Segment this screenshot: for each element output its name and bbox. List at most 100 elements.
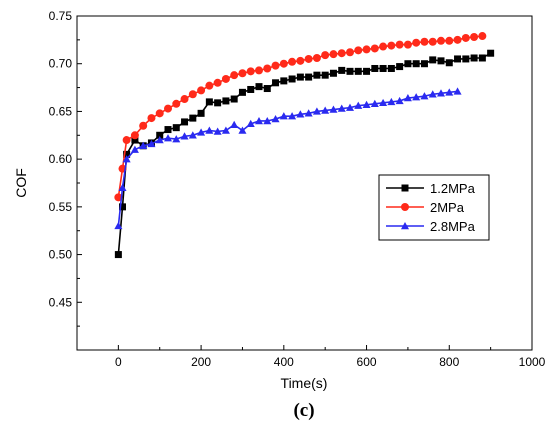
data-point — [230, 95, 238, 103]
series-1.2MPa — [114, 49, 495, 259]
data-point — [345, 103, 355, 111]
data-point — [238, 88, 246, 96]
data-point — [370, 99, 379, 108]
data-point — [288, 57, 297, 66]
data-point — [400, 221, 410, 230]
data-point — [346, 48, 354, 57]
data-point — [155, 109, 164, 118]
data-point — [255, 66, 263, 75]
data-point — [321, 71, 329, 79]
data-point — [387, 97, 396, 106]
data-point — [213, 78, 222, 87]
data-point — [221, 126, 230, 134]
y-tick-label: 0.60 — [49, 152, 73, 166]
data-point — [428, 37, 437, 46]
data-point — [453, 87, 462, 95]
data-point — [329, 69, 337, 77]
data-point — [403, 40, 412, 49]
x-axis-ticks: 0 200 400 600 800 1000 — [76, 345, 546, 369]
data-point — [387, 64, 395, 72]
data-point — [147, 114, 156, 123]
data-point — [172, 135, 181, 143]
data-point — [337, 104, 346, 112]
data-point — [114, 251, 122, 259]
x-tick-label: 600 — [357, 355, 377, 369]
data-point — [412, 93, 421, 101]
data-point — [362, 100, 371, 108]
data-point — [246, 119, 255, 128]
data-point — [263, 116, 272, 125]
y-axis-ticks: 0.45 0.50 0.55 0.60 0.65 0.70 0.75 — [49, 9, 82, 327]
data-point — [123, 150, 131, 158]
data-point — [321, 106, 330, 114]
data-point — [263, 85, 271, 93]
legend-label: 2MPa — [430, 200, 465, 215]
data-point — [401, 203, 409, 211]
y-tick-label: 0.65 — [49, 104, 73, 118]
data-point — [420, 92, 429, 100]
data-point — [437, 36, 445, 45]
data-point — [478, 54, 486, 62]
y-tick-label: 0.55 — [49, 200, 73, 214]
data-point — [205, 126, 214, 134]
data-point — [296, 73, 304, 81]
data-point — [428, 90, 437, 98]
data-point — [180, 95, 189, 104]
data-point — [263, 64, 272, 73]
x-tick-label: 200 — [191, 355, 211, 369]
data-point — [312, 53, 321, 62]
data-point — [404, 60, 412, 68]
data-point — [164, 104, 172, 113]
data-point — [329, 105, 338, 113]
data-point — [238, 126, 247, 134]
data-point — [401, 184, 409, 192]
legend-label: 2.8MPa — [430, 219, 476, 234]
data-point — [230, 120, 239, 129]
data-point — [346, 67, 354, 75]
data-point — [238, 69, 247, 78]
data-point — [255, 83, 263, 91]
data-point — [197, 109, 205, 117]
x-tick-label: 0 — [115, 355, 122, 369]
data-point — [119, 203, 126, 211]
x-tick-label: 800 — [439, 355, 459, 369]
data-point — [462, 55, 470, 63]
data-point — [271, 115, 280, 123]
data-point — [296, 110, 305, 118]
data-point — [470, 32, 479, 41]
data-point — [214, 99, 222, 107]
data-point — [122, 155, 131, 163]
data-point — [363, 67, 371, 75]
data-point — [254, 116, 264, 125]
data-point — [205, 98, 213, 106]
data-point — [454, 55, 462, 63]
y-tick-label: 0.75 — [49, 9, 73, 23]
legend-label: 1.2MPa — [430, 181, 476, 196]
data-point — [247, 85, 255, 93]
data-point — [453, 35, 462, 44]
data-point — [371, 64, 379, 72]
legend: 1.2MPa 2MPa 2.8MPa — [378, 174, 490, 241]
y-tick-label: 0.45 — [49, 295, 73, 309]
data-point — [288, 112, 297, 120]
series-2.8MPa — [114, 87, 462, 230]
data-point — [379, 42, 388, 51]
data-point — [172, 124, 180, 132]
data-point — [130, 131, 139, 140]
series-2MPa — [114, 32, 487, 202]
data-point — [118, 183, 127, 191]
data-point — [354, 46, 363, 55]
data-point — [272, 79, 280, 87]
data-point — [437, 57, 445, 65]
data-point — [420, 37, 429, 46]
data-point — [354, 101, 363, 109]
data-point — [304, 54, 313, 63]
data-point — [172, 99, 181, 108]
data-point — [221, 74, 230, 83]
data-point — [139, 121, 148, 130]
data-point — [387, 41, 396, 50]
figure-caption: (c) — [293, 400, 314, 421]
data-point — [156, 131, 164, 139]
data-point — [395, 96, 404, 105]
x-axis-title: Time(s) — [281, 375, 328, 391]
